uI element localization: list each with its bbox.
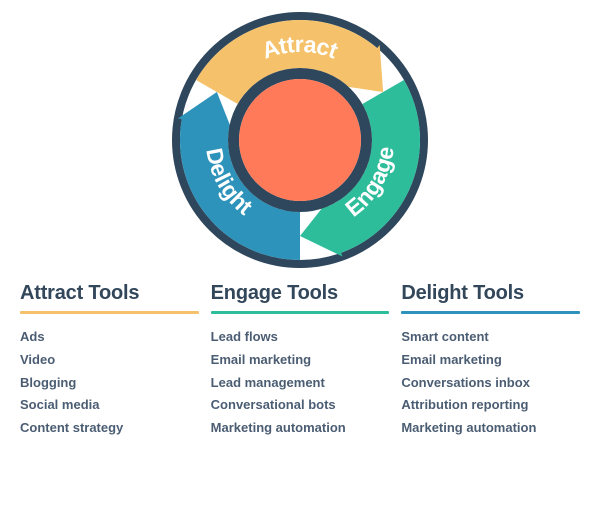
infographic-root: AttractEngageDelight Attract Tools AdsVid… [0,0,600,506]
list-item: Marketing automation [211,417,390,440]
column-list-attract: AdsVideoBloggingSocial mediaContent stra… [20,326,199,440]
list-item: Email marketing [211,349,390,372]
column-delight: Delight Tools Smart contentEmail marketin… [401,282,580,440]
column-rule-delight [401,311,580,314]
list-item: Marketing automation [401,417,580,440]
column-rule-engage [211,311,390,314]
list-item: Smart content [401,326,580,349]
tools-columns: Attract Tools AdsVideoBloggingSocial medi… [20,282,580,440]
column-list-engage: Lead flowsEmail marketingLead management… [211,326,390,440]
list-item: Blogging [20,372,199,395]
list-item: Conversations inbox [401,372,580,395]
list-item: Lead management [211,372,390,395]
list-item: Conversational bots [211,394,390,417]
list-item: Attribution reporting [401,394,580,417]
column-rule-attract [20,311,199,314]
flywheel-center [239,79,361,201]
flywheel-diagram: AttractEngageDelight [168,8,432,272]
column-engage: Engage Tools Lead flowsEmail marketingLea… [211,282,390,440]
list-item: Social media [20,394,199,417]
list-item: Ads [20,326,199,349]
list-item: Content strategy [20,417,199,440]
list-item: Video [20,349,199,372]
column-list-delight: Smart contentEmail marketingConversation… [401,326,580,440]
list-item: Lead flows [211,326,390,349]
list-item: Email marketing [401,349,580,372]
column-title-delight: Delight Tools [401,282,580,305]
flywheel-wrap: AttractEngageDelight [0,0,600,272]
column-title-engage: Engage Tools [211,282,390,305]
column-title-attract: Attract Tools [20,282,199,305]
column-attract: Attract Tools AdsVideoBloggingSocial medi… [20,282,199,440]
